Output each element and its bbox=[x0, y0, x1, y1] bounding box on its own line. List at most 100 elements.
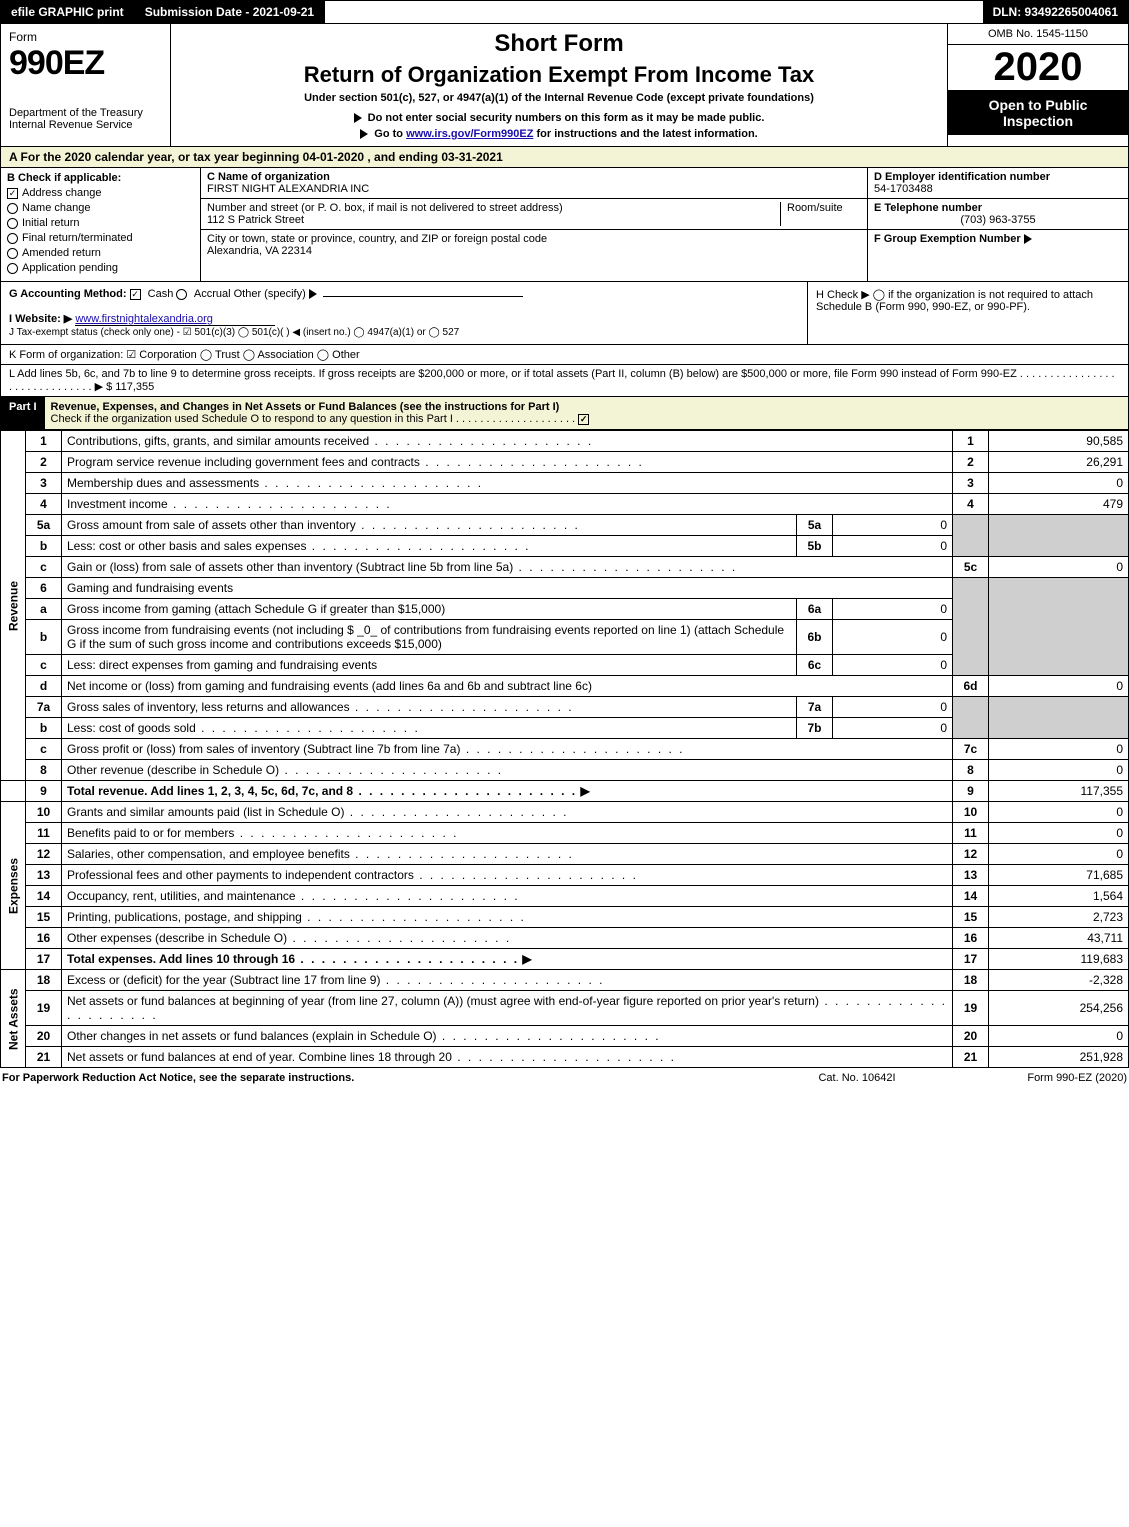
grey-5 bbox=[953, 515, 989, 557]
cash-label: Cash bbox=[148, 288, 174, 300]
line-8-ln: 8 bbox=[953, 760, 989, 781]
line-12-num: 12 bbox=[26, 844, 62, 865]
line-6a-num: a bbox=[26, 599, 62, 620]
accrual-checkbox[interactable] bbox=[176, 289, 187, 300]
line-2-num: 2 bbox=[26, 452, 62, 473]
checkbox-address-change[interactable] bbox=[7, 188, 18, 199]
line-5b-subval: 0 bbox=[833, 536, 953, 557]
efile-label[interactable]: efile GRAPHIC print bbox=[1, 1, 135, 23]
line-6d-ln: 6d bbox=[953, 676, 989, 697]
row-l-text: L Add lines 5b, 6c, and 7b to line 9 to … bbox=[9, 368, 1115, 393]
grey-5-val bbox=[989, 515, 1129, 557]
line-10-num: 10 bbox=[26, 802, 62, 823]
line-5a-sub: 5a bbox=[797, 515, 833, 536]
ein-value: 54-1703488 bbox=[874, 183, 1122, 195]
line-19-ln: 19 bbox=[953, 991, 989, 1026]
line-17-num: 17 bbox=[26, 949, 62, 970]
omb-number: OMB No. 1545-1150 bbox=[948, 24, 1128, 45]
line-7c-desc: Gross profit or (loss) from sales of inv… bbox=[67, 742, 460, 756]
form-number: 990EZ bbox=[9, 44, 162, 83]
short-form-title: Short Form bbox=[181, 30, 937, 58]
line-14-ln: 14 bbox=[953, 886, 989, 907]
line-15-ln: 15 bbox=[953, 907, 989, 928]
website-link[interactable]: www.firstnightalexandria.org bbox=[75, 313, 275, 326]
line-12-ln: 12 bbox=[953, 844, 989, 865]
line-9-desc: Total revenue. Add lines 1, 2, 3, 4, 5c,… bbox=[67, 784, 353, 798]
line-21-num: 21 bbox=[26, 1047, 62, 1068]
line-17-ln: 17 bbox=[953, 949, 989, 970]
arrow-icon bbox=[360, 129, 368, 139]
line-12-val: 0 bbox=[989, 844, 1129, 865]
city-label: City or town, state or province, country… bbox=[207, 233, 861, 245]
irs-link[interactable]: www.irs.gov/Form990EZ bbox=[406, 128, 533, 140]
line-1-num: 1 bbox=[26, 431, 62, 452]
org-name: FIRST NIGHT ALEXANDRIA INC bbox=[207, 183, 861, 195]
part1-title: Revenue, Expenses, and Changes in Net As… bbox=[45, 397, 1128, 429]
line-16-num: 16 bbox=[26, 928, 62, 949]
checkbox-final-return-terminated[interactable] bbox=[7, 233, 18, 244]
line-6-desc: Gaming and fundraising events bbox=[62, 578, 953, 599]
header-left: Form 990EZ Department of the Treasury In… bbox=[1, 24, 171, 146]
line-6b-num: b bbox=[26, 620, 62, 655]
line-10-ln: 10 bbox=[953, 802, 989, 823]
line-6c-desc: Less: direct expenses from gaming and fu… bbox=[62, 655, 797, 676]
line-17-val: 119,683 bbox=[989, 949, 1129, 970]
dln-label: DLN: 93492265004061 bbox=[983, 1, 1128, 23]
line-6-num: 6 bbox=[26, 578, 62, 599]
catalog-number: Cat. No. 10642I bbox=[767, 1072, 947, 1084]
paperwork-notice: For Paperwork Reduction Act Notice, see … bbox=[2, 1072, 767, 1084]
row-l: L Add lines 5b, 6c, and 7b to line 9 to … bbox=[0, 365, 1129, 397]
line-19-desc: Net assets or fund balances at beginning… bbox=[67, 994, 819, 1008]
line-12-desc: Salaries, other compensation, and employ… bbox=[67, 847, 350, 861]
arrow-icon bbox=[354, 113, 362, 123]
room-suite-label: Room/suite bbox=[781, 202, 861, 226]
line-21-desc: Net assets or fund balances at end of ye… bbox=[67, 1050, 452, 1064]
grey-7-val bbox=[989, 697, 1129, 739]
line-7a-sub: 7a bbox=[797, 697, 833, 718]
ein-row: D Employer identification number 54-1703… bbox=[868, 168, 1128, 199]
submission-date: Submission Date - 2021-09-21 bbox=[135, 1, 325, 23]
line-13-ln: 13 bbox=[953, 865, 989, 886]
cash-checkbox[interactable] bbox=[130, 289, 141, 300]
city-state-zip: Alexandria, VA 22314 bbox=[207, 245, 861, 257]
row-g: G Accounting Method: Cash Accrual Other … bbox=[1, 282, 808, 344]
blank-side bbox=[1, 781, 26, 802]
other-specify-line[interactable] bbox=[323, 296, 523, 297]
section-a-tax-year: A For the 2020 calendar year, or tax yea… bbox=[0, 147, 1129, 168]
line-6a-subval: 0 bbox=[833, 599, 953, 620]
line-13-num: 13 bbox=[26, 865, 62, 886]
line-8-desc: Other revenue (describe in Schedule O) bbox=[67, 763, 279, 777]
g-h-block: G Accounting Method: Cash Accrual Other … bbox=[0, 282, 1129, 345]
checkbox-initial-return[interactable] bbox=[7, 218, 18, 229]
checkbox-name-change[interactable] bbox=[7, 203, 18, 214]
org-name-row: C Name of organization FIRST NIGHT ALEXA… bbox=[201, 168, 867, 199]
org-name-label: C Name of organization bbox=[207, 171, 861, 183]
ein-label: D Employer identification number bbox=[874, 171, 1122, 183]
top-bar: efile GRAPHIC print Submission Date - 20… bbox=[0, 0, 1129, 24]
line-19-val: 254,256 bbox=[989, 991, 1129, 1026]
checkbox-label: Amended return bbox=[22, 247, 101, 259]
netassets-sidelabel: Net Assets bbox=[1, 970, 26, 1068]
header-center: Short Form Return of Organization Exempt… bbox=[171, 24, 948, 146]
line-6d-val: 0 bbox=[989, 676, 1129, 697]
checkbox-label: Application pending bbox=[22, 262, 118, 274]
checkbox-amended-return[interactable] bbox=[7, 248, 18, 259]
line-18-desc: Excess or (deficit) for the year (Subtra… bbox=[67, 973, 380, 987]
irs-label: Internal Revenue Service bbox=[9, 119, 162, 131]
open-to-public: Open to Public Inspection bbox=[948, 91, 1128, 135]
line-7a-num: 7a bbox=[26, 697, 62, 718]
line-9-val: 117,355 bbox=[989, 781, 1129, 802]
box-c: C Name of organization FIRST NIGHT ALEXA… bbox=[201, 168, 868, 281]
line-11-val: 0 bbox=[989, 823, 1129, 844]
line-8-val: 0 bbox=[989, 760, 1129, 781]
line-15-num: 15 bbox=[26, 907, 62, 928]
line-5c-val: 0 bbox=[989, 557, 1129, 578]
tax-year: 2020 bbox=[948, 45, 1128, 91]
line-5b-desc: Less: cost or other basis and sales expe… bbox=[67, 539, 306, 553]
line-21-ln: 21 bbox=[953, 1047, 989, 1068]
line-3-num: 3 bbox=[26, 473, 62, 494]
line-6d-num: d bbox=[26, 676, 62, 697]
line-8-num: 8 bbox=[26, 760, 62, 781]
schedule-o-checkbox[interactable] bbox=[578, 414, 589, 425]
checkbox-application-pending[interactable] bbox=[7, 263, 18, 274]
